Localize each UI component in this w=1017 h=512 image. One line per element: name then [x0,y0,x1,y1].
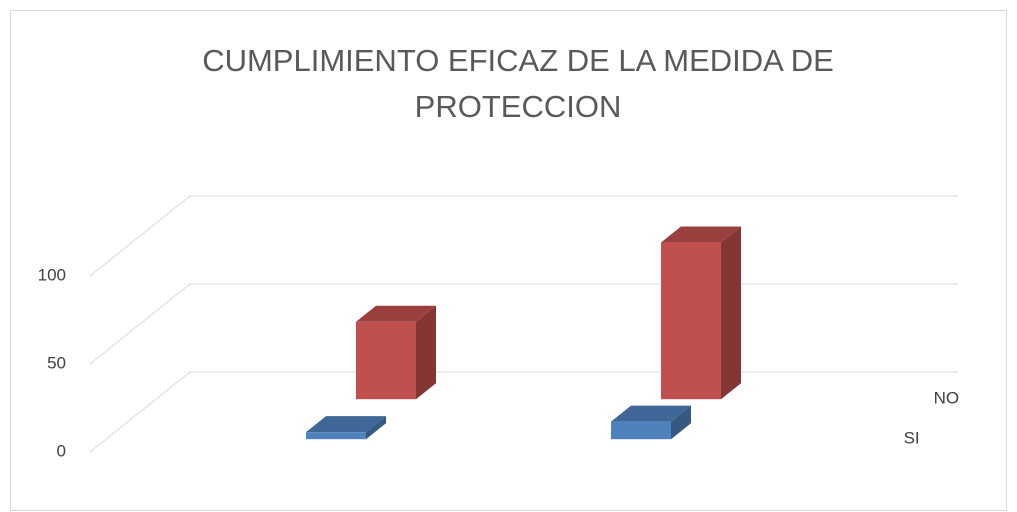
bar-top [661,226,741,243]
bar-front [611,421,671,440]
series-label: NO [934,389,960,408]
y-tick-label: 0 [57,441,66,460]
bar-top [306,416,386,433]
bar-front [661,242,721,400]
y-tick-label: 100 [38,265,66,284]
bar-top [611,405,691,422]
bar-side [416,305,436,400]
bar [661,226,741,400]
grid-line [89,283,958,365]
grid-line [89,195,958,277]
bar-side [366,416,386,440]
bar-top [356,305,436,322]
bar [356,305,436,400]
series-label: SI [904,429,920,448]
bar-front [356,321,416,400]
y-tick-label: 50 [47,353,66,372]
chart-title: CUMPLIMIENTO EFICAZ DE LA MEDIDA DE PROT… [202,43,834,124]
bar [306,416,386,440]
grid-line [89,371,958,453]
chart-border [10,10,1007,511]
bar-front [306,432,366,440]
bar-side [671,405,691,440]
bar [611,405,691,440]
bar-side [721,226,741,400]
